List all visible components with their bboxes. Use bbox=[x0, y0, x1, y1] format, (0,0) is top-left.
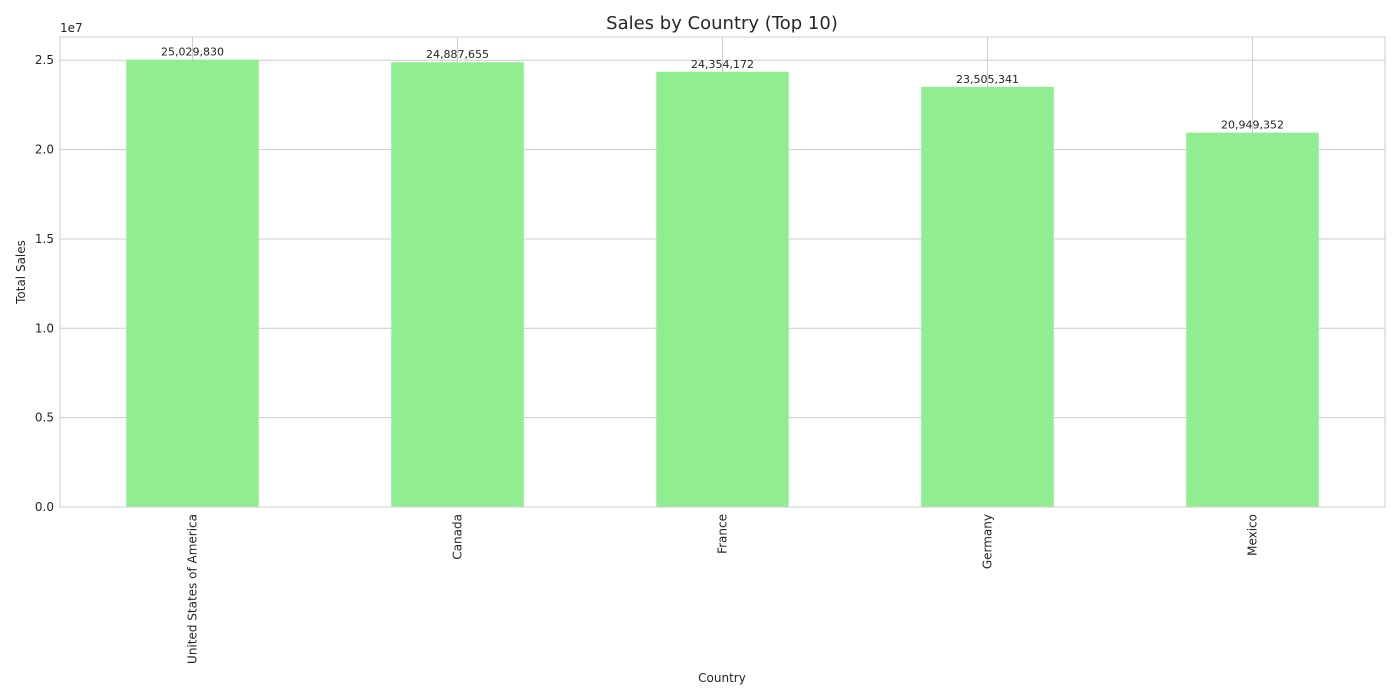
bar-value-label: 20,949,352 bbox=[1221, 119, 1284, 132]
y-tick-label: 2.5 bbox=[35, 53, 54, 67]
y-axis-label: Total Sales bbox=[14, 240, 28, 305]
bar bbox=[921, 86, 1054, 508]
y-axis-ticks: 0.0 0.5 1.0 1.5 2.0 2.5 bbox=[35, 53, 54, 514]
x-axis-ticks: United States of America Canada France Germ… bbox=[186, 514, 1260, 664]
bars bbox=[126, 59, 1319, 508]
x-tick-label: Mexico bbox=[1246, 514, 1260, 556]
bar bbox=[1186, 132, 1319, 508]
y-offset-text: 1e7 bbox=[60, 21, 83, 35]
y-tick-label: 0.0 bbox=[35, 500, 54, 514]
y-tick-label: 2.0 bbox=[35, 143, 54, 157]
y-tick-label: 1.5 bbox=[35, 232, 54, 246]
bar-value-label: 24,887,655 bbox=[426, 48, 489, 61]
y-tick-label: 0.5 bbox=[35, 411, 54, 425]
bar-value-label: 23,505,341 bbox=[956, 73, 1019, 86]
bar-value-label: 24,354,172 bbox=[691, 58, 754, 71]
x-tick-label: Canada bbox=[451, 514, 465, 560]
x-axis-label: Country bbox=[698, 671, 746, 685]
chart-title: Sales by Country (Top 10) bbox=[606, 13, 838, 34]
data-labels: 25,029,830 24,887,655 24,354,172 23,505,341… bbox=[161, 46, 1284, 132]
bar bbox=[656, 71, 789, 508]
y-tick-label: 1.0 bbox=[35, 321, 54, 335]
plot-frame bbox=[59, 36, 1386, 508]
x-tick-label: United States of America bbox=[186, 514, 200, 664]
bar bbox=[391, 62, 524, 507]
x-tick-label: Germany bbox=[981, 514, 995, 569]
bar-value-label: 25,029,830 bbox=[161, 46, 224, 59]
x-tick-label: France bbox=[716, 514, 730, 554]
bar bbox=[126, 59, 259, 508]
